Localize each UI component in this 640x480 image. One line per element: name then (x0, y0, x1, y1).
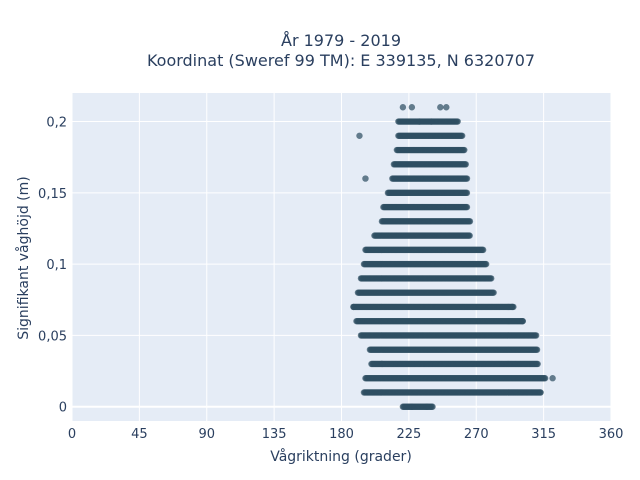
y-axis-title: Signifikant våghöjd (m) (15, 176, 32, 339)
data-point (462, 161, 469, 168)
x-tick-label: 315 (531, 427, 556, 442)
data-point (549, 375, 556, 382)
x-axis-ticks: 0 45 90 135 180 225 270 315 360 (68, 427, 624, 442)
data-point (350, 303, 357, 311)
data-point (423, 403, 431, 410)
data-point (519, 317, 526, 325)
y-axis-ticks: 0 0,05 0,1 0,15 0,2 (38, 116, 67, 416)
x-tick-label: 270 (464, 427, 489, 442)
x-tick-label: 360 (599, 427, 624, 442)
chart-title-line-2: Koordinat (Sweref 99 TM): E 339135, N 63… (147, 51, 535, 70)
x-tick-label: 0 (68, 427, 76, 442)
data-point (362, 175, 369, 182)
data-point (479, 246, 487, 254)
data-point (463, 203, 471, 211)
data-point (429, 403, 436, 410)
y-tick-label: 0,15 (38, 187, 67, 202)
data-point (356, 132, 363, 139)
data-point (408, 403, 416, 410)
x-tick-label: 135 (262, 427, 287, 442)
data-point (408, 104, 416, 111)
x-axis-title: Vågriktning (grader) (270, 448, 412, 465)
data-point (378, 360, 386, 368)
y-tick-label: 0 (59, 401, 67, 416)
data-point (537, 389, 544, 396)
data-point (482, 260, 490, 268)
data-point (416, 118, 423, 125)
y-tick-label: 0,1 (46, 258, 67, 273)
x-tick-label: 180 (329, 427, 354, 442)
data-point (428, 118, 435, 125)
data-point (463, 175, 471, 182)
data-point (458, 132, 466, 139)
data-point (399, 104, 407, 111)
data-points (350, 104, 556, 410)
data-point (454, 118, 461, 125)
data-point (508, 303, 516, 311)
data-point (534, 360, 541, 368)
data-point (533, 346, 541, 353)
data-point (461, 146, 468, 154)
data-point (532, 332, 540, 339)
y-tick-label: 0,2 (46, 116, 67, 131)
data-point (541, 375, 549, 382)
data-point (488, 275, 495, 282)
data-point (490, 289, 497, 296)
data-point (466, 232, 473, 239)
x-tick-label: 225 (396, 427, 421, 442)
data-point (466, 218, 474, 225)
data-point (443, 104, 450, 111)
x-tick-label: 45 (131, 427, 148, 442)
y-tick-label: 0,05 (38, 329, 67, 344)
chart-title-line-1: År 1979 - 2019 (281, 31, 401, 50)
data-point (437, 104, 444, 111)
x-tick-label: 90 (198, 427, 215, 442)
data-point (463, 189, 471, 197)
